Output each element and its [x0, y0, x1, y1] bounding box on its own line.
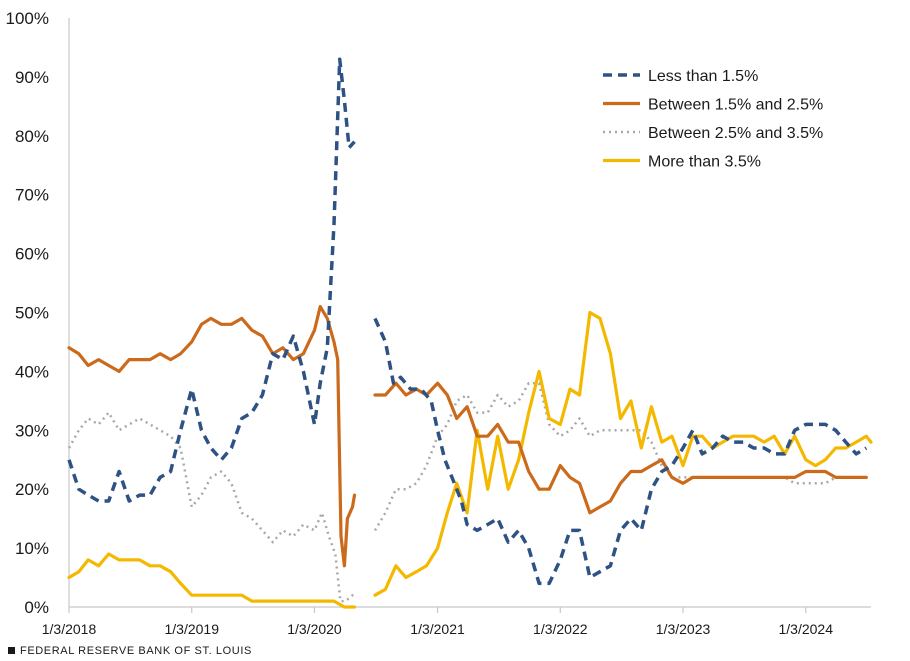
x-axis-tick-labels: 1/3/2018 1/3/2019 1/3/2020 1/3/2021 1/3/2022…	[42, 621, 833, 637]
plot-series	[67, 57, 873, 609]
y-tick-label: 60%	[15, 245, 49, 264]
y-tick-label: 30%	[15, 421, 49, 440]
series-line	[373, 381, 868, 515]
y-tick-label: 90%	[15, 68, 49, 87]
chart-axes	[68, 18, 871, 613]
source-footer: FEDERAL RESERVE BANK OF ST. LOUIS	[8, 645, 252, 657]
y-tick-label: 0%	[24, 598, 49, 617]
legend-label: More than 3.5%	[648, 154, 761, 171]
x-tick-label: 1/3/2023	[656, 621, 711, 637]
y-axis-tick-labels: 0% 10% 20% 30% 40% 50% 60% 70% 80% 90% 100%	[6, 9, 49, 617]
y-tick-label: 70%	[15, 186, 49, 205]
y-tick-label: 40%	[15, 362, 49, 381]
y-tick-label: 80%	[15, 127, 49, 146]
x-tick-label: 1/3/2018	[42, 621, 97, 637]
y-tick-label: 10%	[15, 539, 49, 558]
series-line	[373, 310, 873, 597]
legend-label: Less than 1.5%	[648, 68, 758, 85]
series-line	[67, 57, 356, 503]
series-line	[67, 305, 357, 568]
series-line	[67, 411, 355, 603]
legend-label: Between 2.5% and 3.5%	[648, 125, 823, 142]
x-tick-label: 1/3/2022	[533, 621, 588, 637]
y-tick-label: 100%	[6, 9, 49, 28]
footer-square-icon	[8, 647, 15, 654]
y-tick-label: 50%	[15, 304, 49, 323]
legend-label: Between 1.5% and 2.5%	[648, 97, 823, 114]
x-tick-label: 1/3/2019	[164, 621, 219, 637]
y-tick-label: 20%	[15, 480, 49, 499]
source-label: FEDERAL RESERVE BANK OF ST. LOUIS	[20, 645, 252, 657]
x-tick-label: 1/3/2020	[287, 621, 342, 637]
legend: Less than 1.5% Between 1.5% and 2.5% Betwe…	[603, 68, 823, 171]
series-line	[67, 552, 357, 609]
series-line	[373, 317, 868, 586]
x-tick-label: 1/3/2024	[779, 621, 834, 637]
x-tick-label: 1/3/2021	[410, 621, 465, 637]
